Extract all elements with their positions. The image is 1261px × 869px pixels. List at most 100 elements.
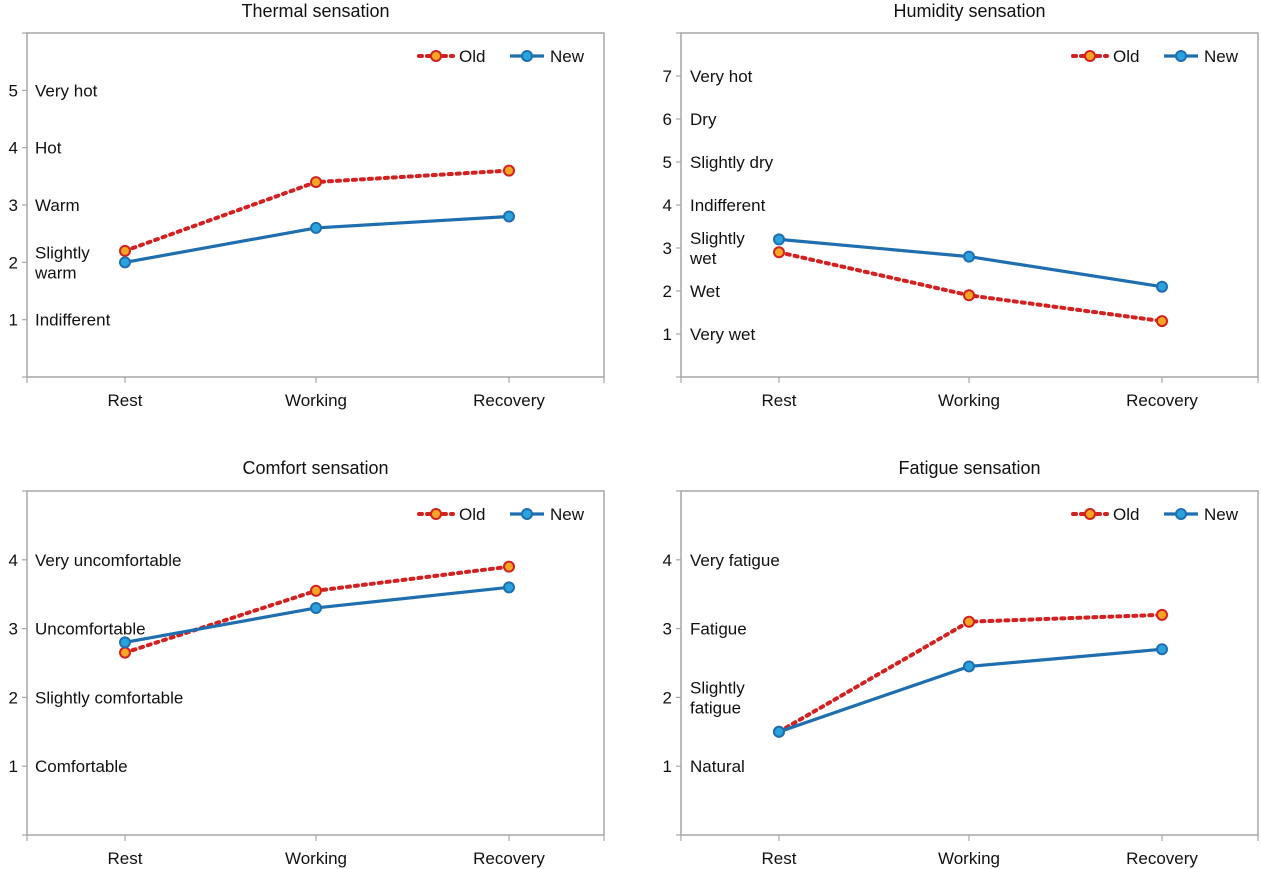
level-label: warm [34,263,77,282]
data-point-new [119,256,131,269]
chart-panel: Thermal sensation 1 2 3 4 5 Rest Working Recover… [9,1,605,410]
y-tick-label: 3 [9,620,18,639]
y-tick-label: 6 [663,110,672,129]
data-point-old [503,560,515,573]
data-point-old [963,289,975,302]
data-point-old [310,176,322,189]
y-tick-label: 2 [663,688,672,707]
x-tick-label: Recovery [473,391,545,410]
data-point-new [773,233,785,246]
chart-panel: Humidity sensation 1 2 3 4 5 6 7 Rest Working Reco… [663,1,1259,410]
data-point-new [503,581,515,594]
legend-marker-old [1084,50,1096,62]
legend-label: Old [1113,505,1139,524]
y-tick-label: 3 [9,196,18,215]
legend-marker-new [521,508,533,520]
x-tick-label: Rest [762,849,797,868]
legend-label: Old [459,505,485,524]
data-point-new [773,725,785,738]
legend-label: Old [1113,47,1139,66]
level-label: Wet [690,282,720,301]
data-point-old [963,615,975,628]
data-point-new [963,250,975,263]
level-label: Indifferent [35,311,111,330]
level-label: Natural [690,757,745,776]
data-point-old [119,244,131,257]
data-point-new [310,221,322,234]
level-label: wet [689,249,717,268]
y-tick-label: 5 [663,153,672,172]
y-tick-label: 4 [663,196,672,215]
level-label: Fatigue [690,620,747,639]
level-label: Slightly dry [690,153,774,172]
y-tick-label: 1 [663,757,672,776]
legend-label: New [1204,505,1239,524]
y-tick-label: 1 [663,325,672,344]
series-line-old [777,612,1164,734]
y-tick-label: 1 [9,757,18,776]
legend-label: Old [459,47,485,66]
chart-title: Fatigue sensation [898,458,1040,478]
data-point-old [119,646,131,659]
x-tick-label: Recovery [1126,849,1198,868]
chart-panel: Fatigue sensation 1 2 3 4 Rest Working Recovery… [663,458,1259,868]
plot-frame [680,32,1259,378]
x-tick-label: Rest [108,391,143,410]
level-label: Comfortable [35,757,128,776]
y-tick-label: 4 [9,551,18,570]
y-tick-label: 2 [9,688,18,707]
x-tick-label: Rest [108,849,143,868]
level-label: Very wet [690,325,755,344]
series-line-old [777,250,1164,324]
level-label: Slightly [35,243,90,262]
level-label: Very hot [35,81,98,100]
data-point-new [119,636,131,649]
legend-label: New [1204,47,1239,66]
legend-marker-new [1175,508,1187,520]
x-tick-label: Recovery [473,849,545,868]
y-tick-label: 2 [663,282,672,301]
level-label: Very hot [690,67,753,86]
legend-label: New [550,505,585,524]
level-label: Slightly [690,678,745,697]
y-tick-label: 3 [663,620,672,639]
x-tick-label: Working [285,391,347,410]
x-tick-label: Working [938,849,1000,868]
chart-title: Humidity sensation [893,1,1045,21]
level-label: Uncomfortable [35,620,146,639]
data-point-new [1156,280,1168,293]
chart-panel: Comfort sensation 1 2 3 4 Rest Working Recovery… [9,458,605,868]
x-tick-label: Working [285,849,347,868]
chart-title: Thermal sensation [241,1,389,21]
data-point-new [963,660,975,673]
data-point-old [503,164,515,177]
legend-label: New [550,47,585,66]
y-tick-label: 4 [663,551,672,570]
level-label: Slightly [690,229,745,248]
level-label: Dry [690,110,717,129]
level-label: Slightly comfortable [35,688,183,707]
legend-marker-new [1175,50,1187,62]
y-tick-label: 3 [663,239,672,258]
data-point-old [310,584,322,597]
data-point-new [310,601,322,614]
legend-marker-new [521,50,533,62]
data-point-old [1156,608,1168,621]
plot-frame [26,490,605,836]
legend-marker-old [430,50,442,62]
level-label: Very uncomfortable [35,551,181,570]
x-tick-label: Rest [762,391,797,410]
x-tick-label: Working [938,391,1000,410]
chart-title: Comfort sensation [242,458,388,478]
level-label: Hot [35,139,62,158]
data-point-new [1156,643,1168,656]
y-tick-label: 2 [9,253,18,272]
level-label: Indifferent [690,196,766,215]
series-line-new [778,237,1163,289]
level-label: Very fatigue [690,551,780,570]
data-point-old [773,246,785,259]
y-tick-label: 1 [9,311,18,330]
x-tick-label: Recovery [1126,391,1198,410]
level-label: Warm [35,196,80,215]
